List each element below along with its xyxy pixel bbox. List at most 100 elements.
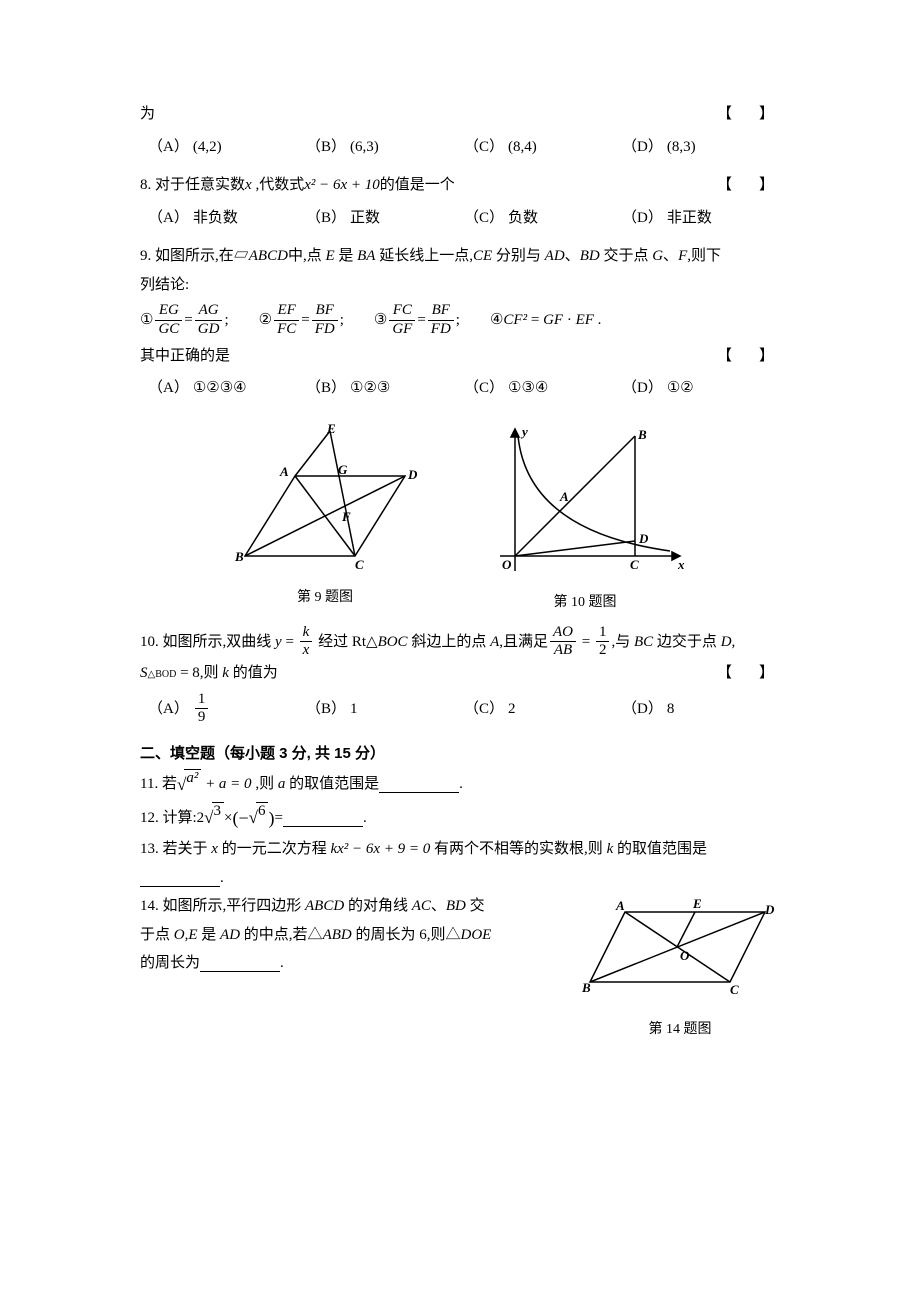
label-a: （A）	[148, 204, 189, 233]
q14-t2: 的对角线	[348, 892, 408, 921]
svg-text:O: O	[502, 557, 512, 572]
q14-num: 14.	[140, 892, 159, 921]
q12-p: .	[363, 804, 367, 833]
q8-c: 负数	[508, 204, 538, 233]
fig9-caption: 第 9 题图	[230, 585, 420, 612]
eq1-n1: EG	[155, 303, 182, 321]
q10-t2: 经过	[318, 628, 348, 657]
q9-e: E	[325, 242, 334, 271]
q7-leading: 为	[140, 100, 155, 129]
q13-expr: kx² − 6x + 9 = 0	[330, 835, 430, 864]
q10-options: （A） 19 （B）1 （C）2 （D）8	[148, 692, 780, 727]
q13: 13. 若关于 x 的一元二次方程 kx² − 6x + 9 = 0 有两个不相…	[140, 835, 780, 864]
svg-text:C: C	[630, 557, 639, 572]
label-a: （A）	[148, 133, 189, 162]
svg-text:B: B	[637, 427, 647, 442]
q10-dopt: 8	[667, 695, 675, 724]
q12-sq1: 3	[212, 802, 225, 820]
q10-a: A	[490, 628, 499, 657]
svg-text:F: F	[341, 509, 351, 524]
q10-k: k	[222, 659, 229, 688]
q9-t3: 是	[338, 242, 353, 271]
q10-r1d: AB	[550, 642, 576, 659]
q12-times: ×	[224, 804, 232, 833]
q9-d: ①②	[667, 374, 694, 403]
eq3-n2: BF	[428, 303, 454, 321]
q9-num: 9.	[140, 242, 151, 271]
q8-pre: 对于任意实数	[155, 171, 245, 200]
svg-text:x: x	[677, 557, 685, 572]
q10-c: 2	[508, 695, 516, 724]
bracket: 【 】	[717, 171, 780, 200]
label-d: （D）	[622, 695, 663, 724]
q11-t4: 的取值范围是	[289, 770, 379, 799]
q14-ad: AD	[220, 921, 240, 950]
svg-text:D: D	[764, 902, 775, 917]
q13-k: k	[607, 835, 614, 864]
q9-c: ①③④	[508, 374, 548, 403]
q13-t3: 有两个不相等的实数根,则	[434, 835, 603, 864]
q9-line1: 9. 如图所示,在▱ ABCD 中,点 E 是 BA 延长线上一点, CE 分别…	[140, 242, 780, 271]
q14-t7: 是	[201, 921, 216, 950]
q11-a: a	[278, 770, 286, 799]
q7-line: 为 【 】	[140, 100, 780, 129]
q9-f: F	[678, 242, 687, 271]
q12-eq: =	[274, 804, 282, 833]
q7-a: (4,2)	[193, 133, 222, 162]
blank	[140, 869, 220, 887]
label-b: （B）	[306, 133, 346, 162]
q10-yd: x	[300, 642, 313, 659]
eq2-d1: FC	[274, 321, 299, 338]
q10-t1: 如图所示,双曲线	[163, 628, 272, 657]
q9-g: G	[652, 242, 663, 271]
label-a: （A）	[148, 374, 189, 403]
q13-num: 13.	[140, 835, 159, 864]
section-2: 二、填空题（每小题 3 分, 共 15 分）	[140, 740, 780, 769]
bracket: 【 】	[717, 342, 780, 371]
label-d: （D）	[622, 374, 663, 403]
figure-14: A E D B C O 第 14 题图	[580, 892, 780, 1043]
q10-r1n: AO	[550, 625, 576, 643]
q9-b: ①②③	[350, 374, 390, 403]
label-a: （A）	[148, 695, 189, 724]
eq2-n1: EF	[274, 303, 299, 321]
svg-text:C: C	[730, 982, 739, 997]
q13-p: .	[220, 864, 224, 893]
q9-ce: CE	[473, 242, 492, 271]
fig14-caption: 第 14 题图	[580, 1017, 780, 1044]
q14-t5: 于点	[140, 921, 170, 950]
q9-concl-text: 其中正确的是	[140, 342, 230, 371]
q10-rt: Rt△	[352, 628, 378, 657]
eq1-d1: GC	[155, 321, 182, 338]
figure-10: O C B A D y x 第 10 题图	[480, 421, 690, 617]
q14-doe: DOE	[461, 921, 492, 950]
q10-sbodsub: △BOD	[148, 665, 177, 684]
q8-mid: ,代数式	[255, 171, 304, 200]
fig10-caption: 第 10 题图	[480, 590, 690, 617]
q14-t9: 的周长为 6,则△	[355, 921, 460, 950]
q14-t10: 的周长为	[140, 949, 200, 978]
q11: 11. 若 √a² + a = 0 ,则 a 的取值范围是 .	[140, 769, 780, 801]
circled-3: ③	[374, 306, 387, 335]
q12: 12. 计算: 2 √3 × (− √6 ) = .	[140, 801, 780, 835]
eq4-r1: GF	[543, 306, 563, 335]
label-b: （B）	[306, 695, 346, 724]
eq1-n2: AG	[195, 303, 223, 321]
blank	[283, 809, 363, 827]
label-d: （D）	[622, 204, 663, 233]
q12-lp: (−	[232, 801, 248, 835]
q8-post: 的值是一个	[380, 171, 455, 200]
q10-b: 1	[350, 695, 358, 724]
q9-line2: 列结论:	[140, 271, 780, 300]
q10-t6: 边交于点	[657, 628, 717, 657]
svg-text:B: B	[581, 980, 591, 995]
q8-d: 非正数	[667, 204, 712, 233]
q9-options: （A）①②③④ （B）①②③ （C）①③④ （D）①②	[148, 374, 780, 403]
q9-t1: 如图所示,在▱	[155, 242, 249, 271]
q10-eq8: = 8	[180, 659, 200, 688]
blank	[379, 776, 459, 794]
svg-text:E: E	[326, 421, 336, 436]
q9-t5: 分别与	[496, 242, 541, 271]
q14-t3: 、	[431, 892, 446, 921]
q9-equations: ① EGGC = AGGD ; ② EFFC = BFFD ; ③ FCGF =…	[140, 303, 780, 338]
